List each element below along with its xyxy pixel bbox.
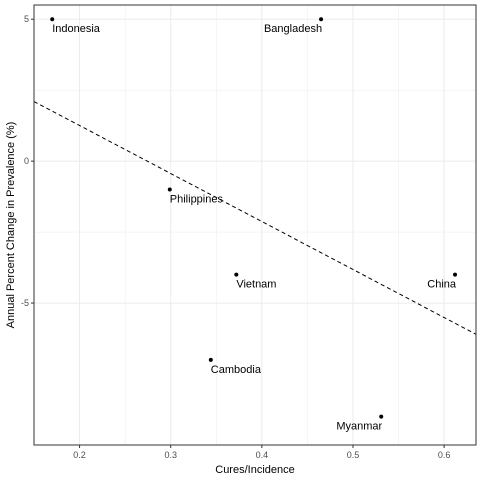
panel-border	[33, 4, 477, 446]
data-point	[319, 17, 324, 22]
trend-line	[33, 101, 477, 335]
data-point	[379, 414, 384, 419]
point-label: Philippines	[170, 194, 224, 206]
point-label: Cambodia	[211, 364, 262, 376]
data-point	[167, 187, 172, 192]
data-point	[234, 272, 239, 277]
x-tick-label: 0.2	[73, 450, 86, 460]
data-points	[50, 17, 458, 419]
x-tick-label: 0.5	[347, 450, 360, 460]
x-tick-label: 0.4	[256, 450, 269, 460]
y-tick-label: 5	[24, 14, 29, 24]
y-tick-label: 0	[24, 156, 29, 166]
y-tick-label: -5	[21, 298, 29, 308]
trend-line-group	[33, 101, 477, 335]
x-tick-label: 0.6	[438, 450, 451, 460]
axes: 0.2 0.3 0.4 0.5 0.6 5 0 -5	[21, 14, 450, 460]
y-axis-title: Annual Percent Change in Prevalence (%)	[5, 122, 17, 329]
point-label: Myanmar	[336, 421, 382, 433]
data-point	[208, 357, 213, 362]
point-label: China	[427, 279, 457, 291]
data-point	[453, 272, 458, 277]
data-point	[50, 17, 55, 22]
point-label: Indonesia	[52, 23, 101, 35]
x-tick-label: 0.3	[164, 450, 177, 460]
point-label: Bangladesh	[264, 23, 322, 35]
grid-lines	[34, 5, 476, 445]
x-axis-title: Cures/Incidence	[215, 464, 295, 476]
point-label: Vietnam	[236, 279, 276, 291]
point-labels: Indonesia Bangladesh Philippines Vietnam Chi…	[52, 23, 457, 432]
